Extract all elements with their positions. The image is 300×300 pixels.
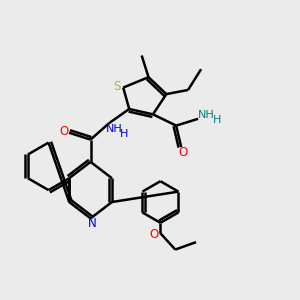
Text: O: O xyxy=(149,228,158,241)
Text: S: S xyxy=(113,80,120,93)
Text: NH: NH xyxy=(198,110,215,120)
Text: NH: NH xyxy=(106,124,123,134)
Text: N: N xyxy=(88,217,96,230)
Text: O: O xyxy=(59,125,68,138)
Text: H: H xyxy=(212,115,221,125)
Text: H: H xyxy=(120,129,128,139)
Text: O: O xyxy=(178,146,187,159)
